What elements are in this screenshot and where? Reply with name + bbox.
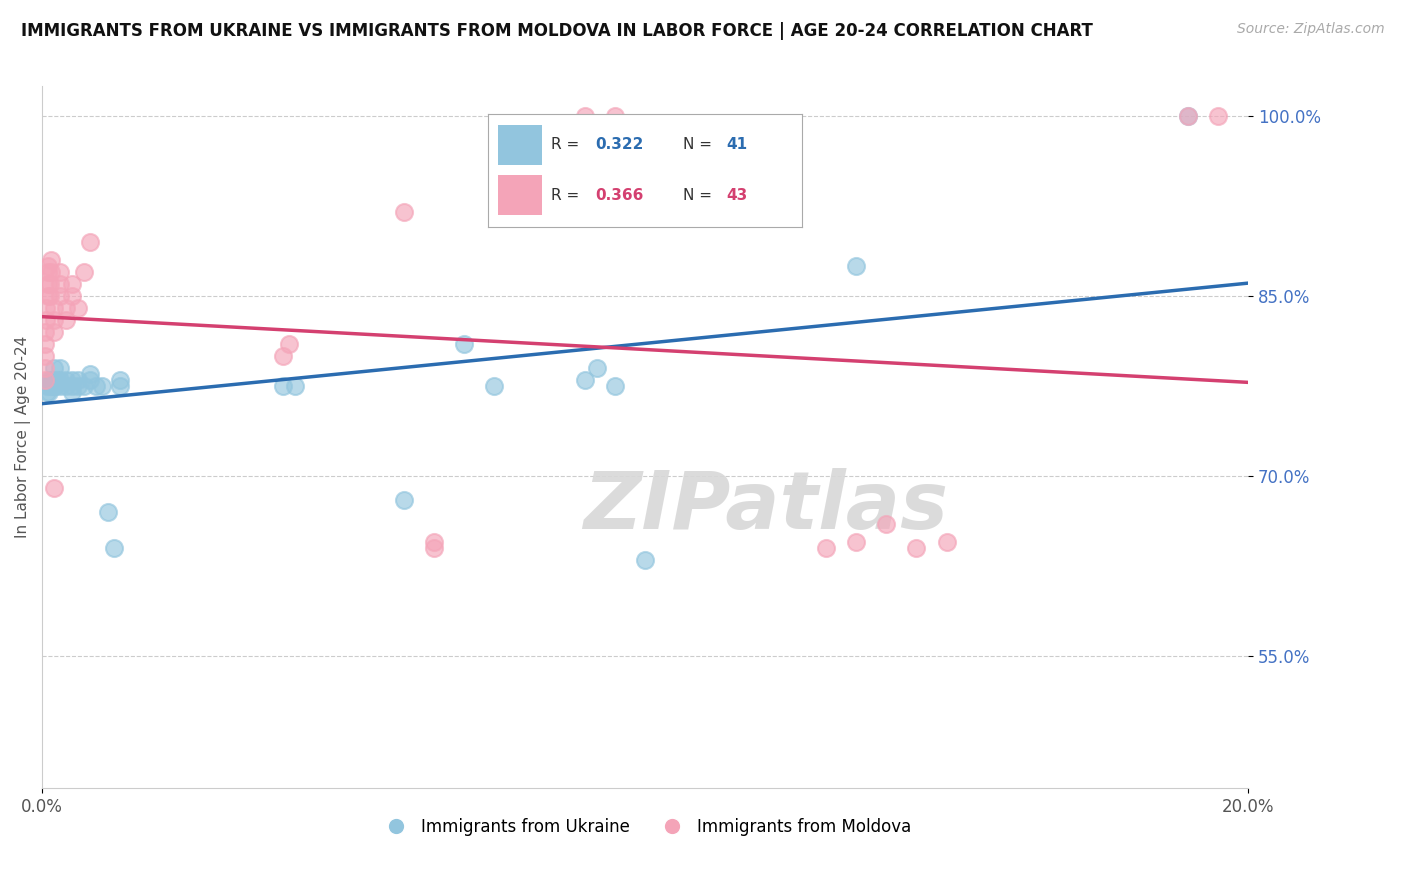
Point (634, 553, 657, 567)
Point (37, 265, 59, 279)
Point (574, 373, 596, 387)
Point (91, 379, 114, 393)
Point (110, 373, 132, 387)
Point (484, 379, 506, 393)
Point (44, 481, 66, 495)
Point (42, 373, 65, 387)
Point (574, 109, 596, 123)
Point (935, 535, 957, 549)
Legend: Immigrants from Ukraine, Immigrants from Moldova: Immigrants from Ukraine, Immigrants from… (373, 812, 918, 843)
Point (60, 277, 83, 292)
Point (39, 373, 62, 387)
Point (39, 265, 62, 279)
Point (55, 379, 77, 393)
Text: Source: ZipAtlas.com: Source: ZipAtlas.com (1237, 22, 1385, 37)
Point (44, 313, 66, 327)
Point (55, 301, 77, 316)
Point (845, 535, 868, 549)
Point (34, 337, 56, 351)
Point (39, 277, 62, 292)
Point (97, 505, 120, 519)
Point (73, 265, 96, 279)
Point (34, 325, 56, 339)
Point (79, 367, 101, 381)
Text: ZIPatlas: ZIPatlas (583, 468, 948, 546)
Point (49, 373, 72, 387)
Point (39, 289, 62, 303)
Point (46, 373, 69, 387)
Point (35, 385, 58, 400)
Point (35, 379, 58, 393)
Point (392, 493, 415, 508)
Point (39, 253, 62, 268)
Point (1206, 109, 1229, 123)
Point (37, 259, 59, 273)
Point (60, 289, 83, 303)
Point (110, 379, 132, 393)
Point (44, 361, 66, 376)
Point (49, 379, 72, 393)
Point (38, 385, 60, 400)
Point (67, 373, 90, 387)
Point (79, 235, 101, 250)
Point (423, 535, 446, 549)
Point (55, 313, 77, 327)
Point (35, 301, 58, 316)
Point (49, 277, 72, 292)
Point (1177, 109, 1199, 123)
Point (453, 337, 475, 351)
Point (603, 379, 626, 393)
Point (37, 277, 59, 292)
Point (49, 289, 72, 303)
Point (1177, 109, 1199, 123)
Point (73, 379, 96, 393)
Point (67, 301, 90, 316)
Text: IMMIGRANTS FROM UKRAINE VS IMMIGRANTS FROM MOLDOVA IN LABOR FORCE | AGE 20-24 CO: IMMIGRANTS FROM UKRAINE VS IMMIGRANTS FR… (21, 22, 1092, 40)
Point (271, 379, 294, 393)
Point (392, 205, 415, 219)
Point (44, 379, 66, 393)
Point (34, 373, 56, 387)
Point (60, 385, 83, 400)
Point (60, 373, 83, 387)
Point (44, 325, 66, 339)
Point (67, 379, 90, 393)
Point (49, 265, 72, 279)
Y-axis label: In Labor Force | Age 20-24: In Labor Force | Age 20-24 (15, 336, 31, 538)
Point (34, 349, 56, 363)
Point (34, 361, 56, 376)
Point (60, 379, 83, 393)
Point (103, 541, 125, 555)
Point (86, 379, 108, 393)
Point (44, 379, 66, 393)
Point (44, 301, 66, 316)
Point (423, 541, 446, 555)
Point (37, 289, 59, 303)
Point (35, 313, 58, 327)
Point (845, 259, 868, 273)
Point (79, 373, 101, 387)
Point (905, 541, 928, 555)
Point (278, 337, 301, 351)
Point (875, 516, 897, 531)
Point (271, 349, 294, 363)
Point (585, 361, 607, 376)
Point (39, 379, 62, 393)
Point (38, 373, 60, 387)
Point (49, 361, 72, 376)
Point (814, 541, 837, 555)
Point (603, 109, 626, 123)
Point (55, 373, 77, 387)
Point (284, 379, 307, 393)
